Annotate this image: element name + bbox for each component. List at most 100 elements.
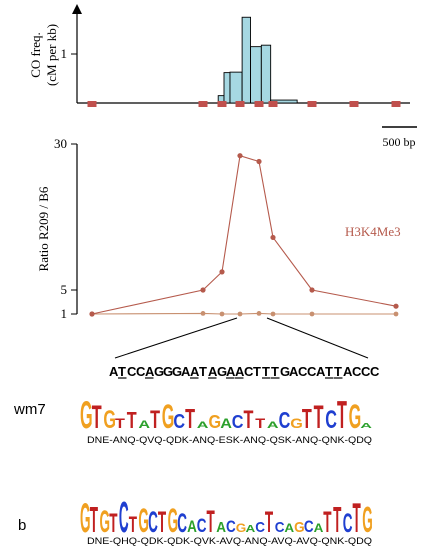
data-point <box>393 303 399 309</box>
data-point <box>237 311 243 317</box>
scale-bar-label: 500 bp <box>383 135 416 149</box>
logo-letter: T <box>109 509 117 538</box>
ratio-ylabel: Ratio R209 / B6 <box>36 186 51 271</box>
sequence-base: C <box>361 364 371 379</box>
logo-letter: C <box>343 509 353 538</box>
sequence-base: T <box>334 364 342 379</box>
motif-label-wm7: wm7 <box>13 401 46 418</box>
logo-letter: C <box>177 509 187 538</box>
sequence-base: G <box>154 364 164 379</box>
logo-letter: G <box>100 505 111 540</box>
data-point <box>89 311 95 317</box>
marker-tick <box>87 101 97 107</box>
histogram-bar <box>229 71 243 104</box>
sequence-base: A <box>289 364 299 379</box>
sequence-base: A <box>208 364 218 379</box>
logo-letter: A <box>246 524 256 535</box>
logo-letter: C <box>232 411 244 432</box>
ratio-ytick-label-30: 30 <box>54 136 67 151</box>
logo-letter: C <box>275 519 285 536</box>
series-line <box>91 312 396 315</box>
sequence-base: G <box>217 364 227 379</box>
marker-tick <box>217 101 227 107</box>
logo-letter: C <box>255 519 265 536</box>
ratio-ytick-label-5: 5 <box>61 282 68 297</box>
sequence-base: A <box>190 364 200 379</box>
data-point <box>270 234 276 241</box>
logo-letter: T <box>323 505 331 538</box>
logo-letter: T <box>207 505 215 540</box>
sequence-base: T <box>325 364 333 379</box>
logo-letter: G <box>103 407 116 434</box>
logo-letter: T <box>302 404 312 434</box>
logo-letter: G <box>168 503 179 540</box>
data-point <box>256 311 262 316</box>
hist-ylabel-line1: CO freq. <box>28 32 43 78</box>
logo-letter: T <box>150 407 160 434</box>
marker-tick <box>235 101 245 107</box>
histogram-bars <box>217 16 298 104</box>
sequence-base: T <box>118 364 126 379</box>
logo-letter: G <box>294 519 305 536</box>
sequence-base: C <box>127 364 137 379</box>
logo-letter: T <box>92 400 102 435</box>
data-point <box>200 287 206 293</box>
sequence-base: A <box>316 364 326 379</box>
logo-letter: T <box>115 416 126 432</box>
logo-letter: C <box>226 518 236 537</box>
logo-letter: C <box>279 408 291 433</box>
marker-tick <box>198 101 208 107</box>
logo-letter: G <box>236 521 247 535</box>
sequence-base: A <box>109 364 119 379</box>
histogram-bar <box>250 46 262 104</box>
data-point <box>256 158 262 165</box>
sequence-base: C <box>136 364 146 379</box>
logo-letter: T <box>90 499 98 540</box>
hist-ytick-label-1: 1 <box>61 46 68 61</box>
motif-protein-b: DNE-QHQ-QDK-QDK-QVK-AVQ-ANQ-AVQ-AVQ-QNK-… <box>87 536 372 547</box>
logo-letter: A <box>216 519 226 536</box>
histogram-bar <box>260 44 272 104</box>
logo-letter: C <box>119 493 129 542</box>
zoom-line-left <box>114 317 238 359</box>
co-frequency-panel: 1 CO freq. (cM per kb) 500 bp <box>28 4 417 149</box>
sequence-base: A <box>235 364 245 379</box>
sequence-base: C <box>244 364 254 379</box>
sequence-base: G <box>172 364 182 379</box>
data-point <box>309 311 315 317</box>
logo-letter: T <box>255 416 266 432</box>
logo-letter: A <box>284 521 294 535</box>
motif-label-b: b <box>18 517 26 534</box>
logo-letter: C <box>148 505 158 538</box>
logo-letter: G <box>290 416 303 432</box>
logo-letter: G <box>209 411 222 432</box>
sequence-base: G <box>280 364 290 379</box>
histogram-bar <box>241 16 252 104</box>
logo-letter: A <box>187 518 197 537</box>
motif-logo-wm7: G T GT T A T GC T A G A C T T A C G T T C T G A <box>80 394 372 437</box>
data-point <box>237 153 243 159</box>
histogram-bar <box>223 72 231 104</box>
logo-letter: A <box>267 420 279 430</box>
logo-letter: A <box>314 521 324 535</box>
logo-letter: C <box>197 515 207 537</box>
marker-tick <box>268 101 278 107</box>
hist-ylabel-line2: (cM per kb) <box>44 24 59 86</box>
logo-letter: G <box>80 494 91 541</box>
sequence-base: C <box>370 364 380 379</box>
marker-tick <box>391 101 401 107</box>
logo-letter: T <box>244 407 254 434</box>
zoom-line-right <box>266 317 369 359</box>
marker-row <box>87 101 401 107</box>
data-point <box>219 311 225 317</box>
sequence-base: A <box>343 364 353 379</box>
logo-letter: C <box>325 407 337 434</box>
data-point <box>219 269 225 275</box>
sequence-base: C <box>298 364 308 379</box>
sequence-base: A <box>181 364 191 379</box>
sequence-base: G <box>163 364 173 379</box>
logo-letter: C <box>304 518 314 537</box>
